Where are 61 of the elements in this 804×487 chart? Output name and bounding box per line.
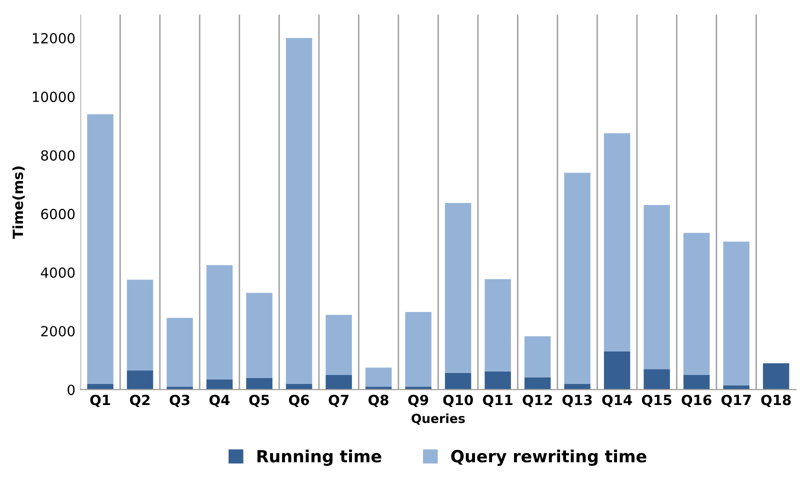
bar <box>484 279 511 372</box>
x-tick-label: Q18 <box>761 394 791 408</box>
bar <box>126 370 154 390</box>
x-tick-label: Q17 <box>721 394 751 408</box>
x-tick-label: Q12 <box>522 394 552 408</box>
bar <box>405 312 432 387</box>
bar <box>246 292 272 378</box>
y-tick-label: 4000 <box>40 267 75 278</box>
x-tick-label: Q14 <box>602 394 632 408</box>
bar <box>762 363 790 390</box>
bar <box>206 379 233 390</box>
bar <box>365 368 392 387</box>
legend-label: Query rewriting time <box>451 450 646 466</box>
x-tick-label: Q13 <box>562 394 592 408</box>
y-tick-label: 2000 <box>41 326 75 336</box>
x-tick-label: Q9 <box>408 394 428 408</box>
x-tick-label: Q6 <box>289 394 310 408</box>
x-tick-label: Q8 <box>368 394 388 408</box>
bar <box>166 318 193 387</box>
bar <box>286 38 312 384</box>
y-tick-label: 8000 <box>41 150 75 161</box>
bar <box>723 385 750 390</box>
bar <box>564 384 590 390</box>
bar <box>524 336 551 378</box>
y-tick-label: 0 <box>68 384 75 396</box>
bar <box>326 374 352 390</box>
bar <box>524 377 551 390</box>
x-tick-label: Q15 <box>642 394 672 408</box>
x-tick-label: Q5 <box>249 394 270 408</box>
x-tick-label: Q16 <box>682 394 712 408</box>
x-tick-label: Q10 <box>443 394 473 408</box>
bar <box>286 384 312 390</box>
bar <box>683 374 710 390</box>
bar <box>246 378 272 390</box>
x-tick-label: Q4 <box>209 394 230 408</box>
bar <box>87 384 114 390</box>
bar <box>644 369 670 390</box>
y-tick-label: 6000 <box>41 208 75 220</box>
y-tick-label: 10000 <box>32 92 75 102</box>
y-tick-label: 12000 <box>32 33 75 44</box>
bar <box>644 205 670 370</box>
bar <box>444 202 472 373</box>
bar <box>604 352 630 390</box>
x-tick-label: Q1 <box>90 394 110 408</box>
bar <box>444 372 472 390</box>
x-tick-label: Q7 <box>328 394 348 408</box>
bar <box>723 242 750 386</box>
bar <box>484 371 511 390</box>
x-axis-title: Queries <box>412 413 465 425</box>
bar <box>326 314 352 375</box>
x-tick-label: Q2 <box>130 394 150 408</box>
legend-label: Running time <box>257 450 382 466</box>
bar <box>564 172 590 384</box>
x-tick-label: Q11 <box>482 394 512 408</box>
bar <box>87 114 114 384</box>
bar <box>604 133 630 352</box>
bar <box>683 232 710 375</box>
bar <box>206 265 233 380</box>
x-tick-label: Q3 <box>170 394 190 408</box>
y-axis-title: Time(ms) <box>12 166 25 239</box>
bar <box>126 280 154 371</box>
